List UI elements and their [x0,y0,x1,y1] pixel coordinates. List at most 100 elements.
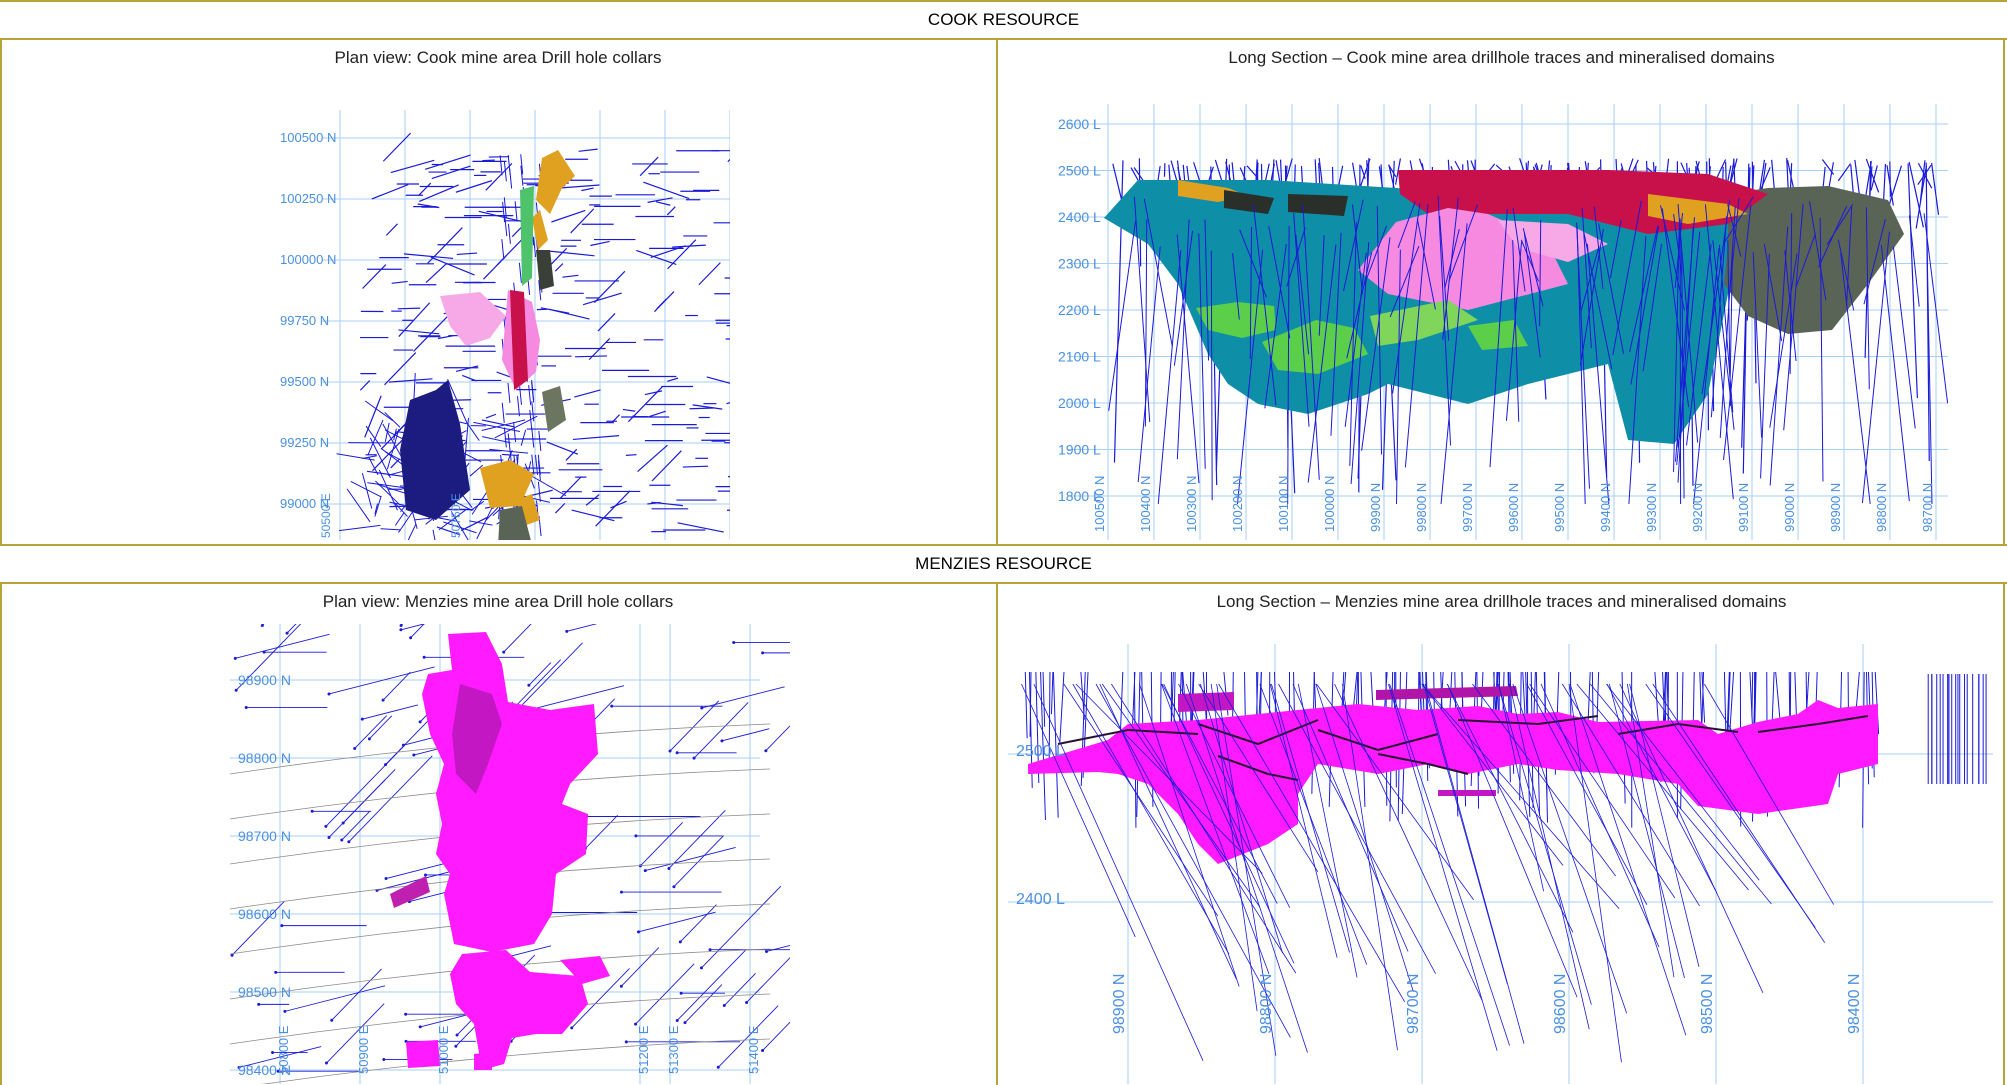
drillhole-trace [1837,239,1855,311]
northing-label: 99750 N [280,313,329,328]
drillhole-trace [485,163,513,191]
northing-label: 100200 N [1230,476,1245,532]
drillhole-trace [1892,246,1916,429]
collar-marker [310,809,314,813]
drillhole-trace [1606,683,1718,894]
domain-magenta-dark [1438,790,1496,796]
drillhole-trace [1908,215,1920,307]
drillhole-trace [476,504,495,540]
drillhole-trace [1809,201,1827,301]
drillhole-trace [594,270,626,304]
section-header-menzies: MENZIES RESOURCE [0,544,2007,584]
collar-marker [620,890,624,894]
drillhole-trace [1619,683,1764,993]
drillhole-trace [1173,230,1194,366]
drillhole-trace [1075,683,1263,874]
drillhole-trace [1775,671,1781,725]
drillhole-trace [582,292,622,306]
drillhole-trace [1442,197,1459,340]
drillhole-trace [1176,219,1190,460]
drillhole-trace [566,624,598,632]
collar-marker [382,1057,386,1061]
drillhole-trace [1729,671,1735,738]
drillhole-trace [498,505,501,520]
drillhole-trace [653,291,675,313]
drillhole-trace [1769,226,1789,486]
collar-marker [634,834,638,838]
domain-magenta [406,1040,440,1068]
drillhole-trace [1699,671,1703,724]
drillhole-trace [1364,225,1387,285]
drillhole-trace [537,460,541,481]
drillhole-trace [1789,213,1793,375]
domain-navy [400,380,470,520]
drillhole-trace [325,746,404,827]
drillhole-trace [1439,215,1450,341]
drillhole-trace [460,516,488,532]
drillhole-trace [595,490,631,527]
level-label: 2400 L [1016,891,1065,908]
collar-marker [271,1050,275,1054]
northing-label: 98600 N [1552,974,1569,1035]
drillhole-trace [698,262,721,286]
cook-plan-panel: Plan view: Cook mine area Drill hole col… [0,40,996,544]
drillhole-trace [1609,219,1622,279]
drillhole-trace [1330,232,1342,436]
collar-marker [244,705,248,709]
northing-label: 98800 N [238,750,291,766]
drillhole-trace [1923,213,1948,404]
collar-marker [619,984,623,988]
drillhole-trace [504,215,508,237]
domain-green [1370,300,1478,346]
drillhole-trace [597,313,616,332]
drillhole-trace [554,263,564,272]
drillhole-trace [362,704,419,720]
drillhole-trace [364,395,382,438]
drillhole-trace [532,685,625,710]
drillhole-trace [1795,233,1817,288]
northing-label: 98700 N [1920,483,1935,532]
drillhole-trace [520,165,524,186]
drillhole-trace [390,458,401,469]
section-title: MENZIES RESOURCE [915,554,1092,573]
drillhole-trace [262,624,265,626]
collar-marker [745,1000,749,1004]
drillhole-trace [382,132,412,162]
drillhole-trace [398,329,440,335]
domain-magenta [474,1052,492,1070]
northing-label: 99700 N [1460,483,1475,532]
drillhole-trace [651,450,682,482]
northing-label: 99500 N [1552,483,1567,532]
drillhole-trace [1040,671,1046,820]
easting-label: 51300 E [666,1025,681,1074]
drillhole-trace [533,236,537,257]
drillhole-trace [531,454,535,475]
drillhole-trace [1050,671,1054,715]
collar-marker [404,1012,408,1016]
drillhole-trace [1264,244,1287,409]
drillhole-trace [531,379,535,401]
drillhole-trace [726,402,730,405]
drillhole-trace [640,822,683,867]
drillhole-trace [693,702,749,759]
northing-label: 98500 N [1699,974,1716,1035]
drillhole-trace [341,810,371,841]
drillhole-trace [489,448,529,454]
northing-label: 99250 N [280,435,329,450]
drillhole-trace [1199,683,1283,954]
drillhole-trace [1101,683,1261,908]
level-label: 1900 L [1058,442,1101,458]
drillhole-trace [1512,208,1526,292]
drillhole-trace [507,449,513,462]
drillhole-trace [394,502,408,517]
drillhole-trace [520,154,524,175]
drillhole-trace [655,201,671,206]
easting-label: 50800 E [276,1025,291,1074]
drillhole-trace [1349,222,1357,466]
drillhole-trace [1259,683,1368,965]
drillhole-trace [645,847,736,872]
collar-marker [422,655,426,659]
drillhole-trace [1210,683,1258,1012]
drillhole-trace [367,482,408,489]
drillhole-trace [1021,683,1136,938]
